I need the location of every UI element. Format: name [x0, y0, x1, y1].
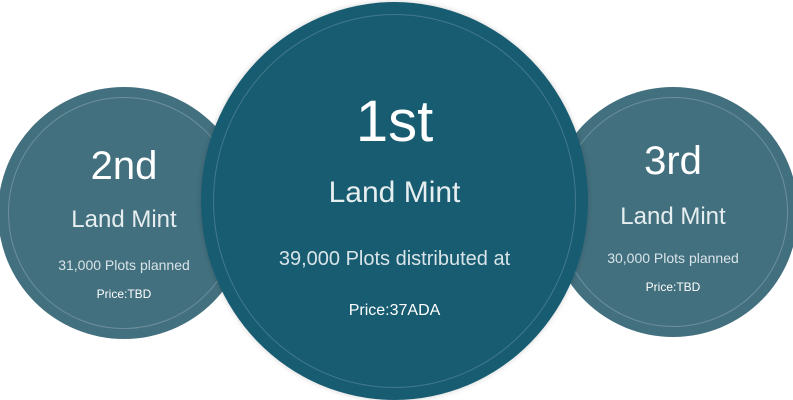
- mint-plots: 39,000 Plots distributed at: [278, 248, 511, 270]
- mint-price: Price:37ADA: [348, 302, 441, 319]
- mint-price: Price:TBD: [645, 280, 701, 294]
- inner-ring: [213, 14, 576, 388]
- mint-rank: 2nd: [90, 144, 158, 188]
- mint-plots: 31,000 Plots planned: [58, 257, 190, 273]
- mint-title: Land Mint: [620, 203, 726, 230]
- mint-rank: 3rd: [644, 139, 702, 183]
- mint-circle-3rd: 3rd Land Mint 30,000 Plots planned Price…: [548, 87, 793, 337]
- mint-circle-1st: 1st Land Mint 39,000 Plots distributed a…: [201, 2, 588, 400]
- mint-plots: 30,000 Plots planned: [607, 250, 739, 266]
- mint-rank: 1st: [355, 89, 434, 154]
- mint-price: Price:TBD: [96, 287, 152, 301]
- mint-title: Land Mint: [71, 206, 177, 233]
- mint-title: Land Mint: [328, 176, 461, 209]
